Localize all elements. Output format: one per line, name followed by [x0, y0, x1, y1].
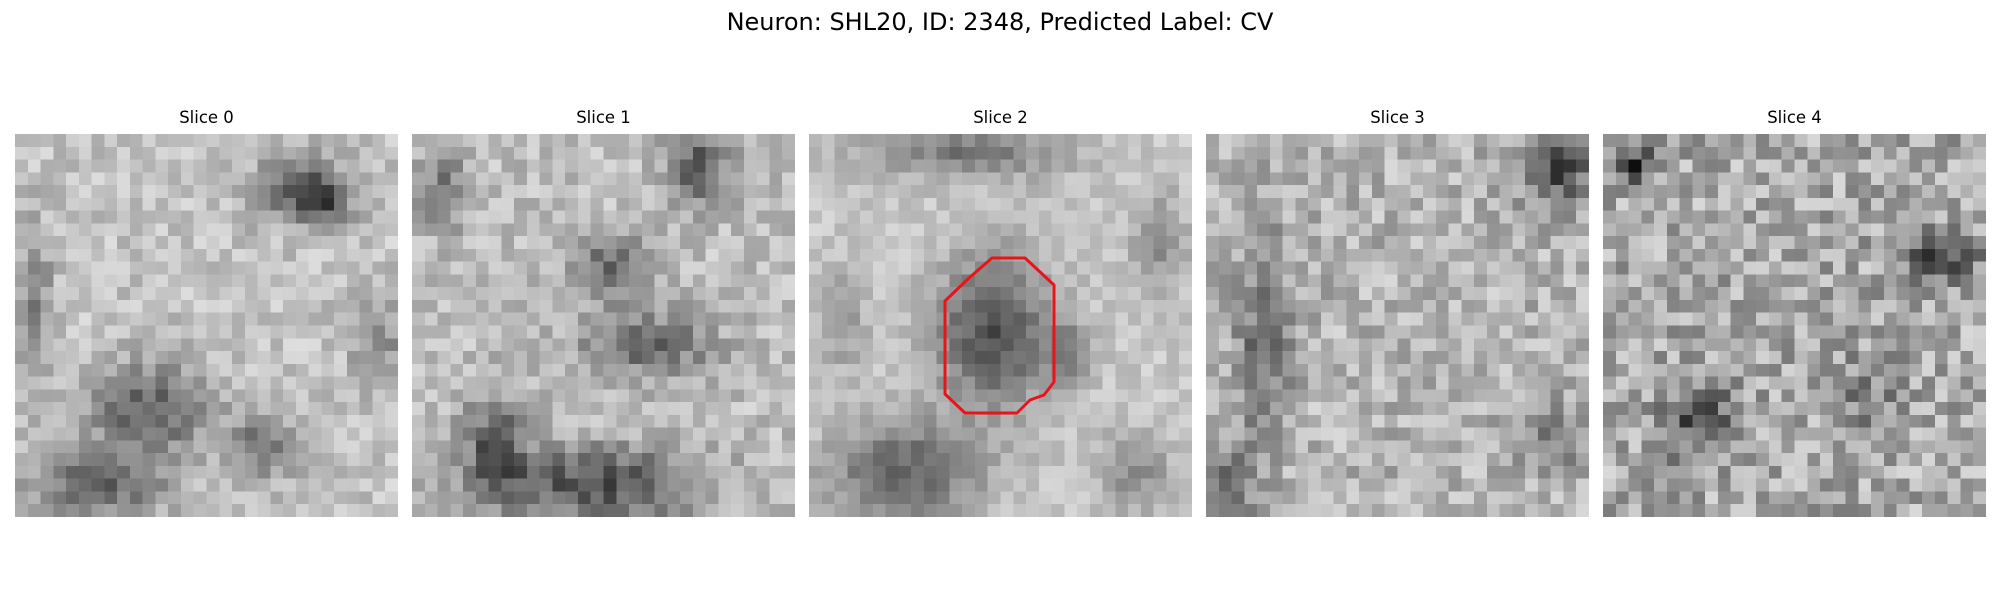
slice-image [809, 134, 1192, 517]
slice-image [412, 134, 795, 517]
slice-panel-1: Slice 1 [412, 108, 795, 518]
slice-title: Slice 2 [973, 108, 1028, 127]
slice-image [15, 134, 398, 517]
slice-panel-3: Slice 3 [1206, 108, 1589, 518]
slice-image [1206, 134, 1589, 517]
slice-title: Slice 1 [576, 108, 631, 127]
slice-image [1603, 134, 1986, 517]
slice-title: Slice 3 [1370, 108, 1425, 127]
roi-outline [943, 256, 1056, 415]
slice-title: Slice 4 [1767, 108, 1822, 127]
slice-panel-2: Slice 2 [809, 108, 1192, 518]
slice-panel-4: Slice 4 [1603, 108, 1986, 518]
figure-title: Neuron: SHL20, ID: 2348, Predicted Label… [726, 8, 1274, 36]
slice-panel-0: Slice 0 [15, 108, 398, 518]
slice-title: Slice 0 [179, 108, 234, 127]
